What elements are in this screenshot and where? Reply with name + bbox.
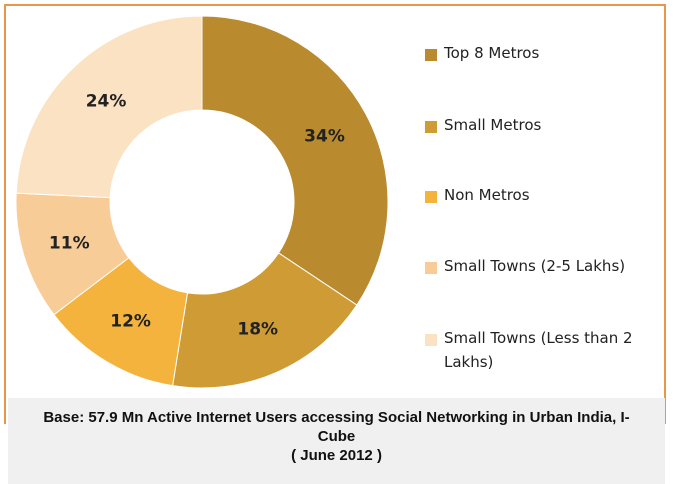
value-label: 18%: [237, 319, 278, 339]
legend-label: Small Metros: [444, 116, 542, 134]
frame: [4, 4, 666, 424]
legend-swatch: [425, 121, 437, 133]
legend-item: Small Metros: [425, 116, 665, 137]
legend-item: Small Towns (Less than 2 Lakhs): [425, 329, 665, 374]
value-label: 12%: [110, 311, 151, 331]
slice: [201, 15, 389, 306]
legend-label: Top 8 Metros: [444, 44, 540, 62]
value-label: 11%: [49, 233, 90, 253]
footer: Base: 57.9 Mn Active Internet Users acce…: [8, 398, 665, 484]
legend-label: Small Towns (2-5 Lakhs): [444, 257, 626, 275]
value-label: 24%: [86, 91, 127, 111]
legend-swatch: [425, 262, 437, 274]
legend-item: Top 8 Metros: [425, 44, 665, 65]
legend-swatch: [425, 191, 437, 203]
legend-label: Small Towns (Less than 2 Lakhs): [444, 329, 633, 371]
date: ( June 2012 ): [291, 447, 382, 464]
legend-item: Small Towns (2-5 Lakhs): [425, 257, 665, 278]
value-label: 34%: [304, 126, 345, 146]
legend-swatch: [425, 49, 437, 61]
note: Base: 57.9 Mn Active Internet Users acce…: [43, 409, 630, 445]
legend-swatch: [425, 334, 437, 346]
slice: [172, 252, 358, 389]
legend-item: Non Metros: [425, 186, 665, 207]
legend-label: Non Metros: [444, 186, 530, 204]
slice: [15, 15, 203, 199]
